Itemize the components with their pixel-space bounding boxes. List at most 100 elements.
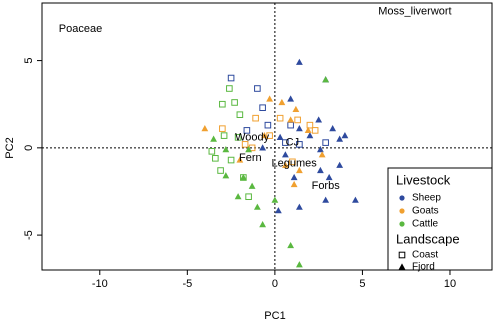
point [266, 132, 273, 139]
point [201, 125, 209, 132]
point [290, 180, 298, 188]
point [231, 99, 238, 106]
point [219, 125, 226, 132]
legend-title: Landscape [396, 231, 460, 246]
point [294, 116, 301, 124]
point [248, 182, 256, 189]
point [212, 155, 219, 162]
point [252, 114, 259, 122]
legend-label: Fjord [412, 262, 435, 273]
legend-marker [399, 208, 405, 214]
legend-title: Livestock [396, 172, 451, 187]
point [239, 173, 247, 181]
annotation: Legumes [272, 157, 318, 169]
annotation: Forbs [312, 180, 341, 192]
point [264, 121, 272, 129]
point [227, 156, 235, 164]
point [259, 144, 267, 151]
legend-marker [398, 251, 406, 259]
annotation: CJ [286, 137, 299, 149]
point [281, 161, 289, 168]
point [329, 125, 337, 132]
point [227, 74, 235, 82]
point [281, 151, 289, 158]
point [311, 127, 319, 134]
y-axis-label: PC2 [4, 137, 16, 158]
point [243, 127, 251, 134]
point [254, 85, 261, 92]
point [276, 133, 284, 140]
point [240, 174, 247, 181]
point [217, 167, 224, 174]
point [296, 141, 303, 148]
legend-label: Goats [412, 206, 439, 217]
y-tick-label: -5 [23, 230, 35, 240]
point [322, 76, 330, 83]
point [208, 148, 216, 155]
x-axis-label: PC1 [264, 310, 285, 322]
point [210, 135, 217, 142]
point [295, 58, 303, 65]
point [352, 196, 359, 203]
y-tick-label: 0 [23, 145, 35, 151]
point [259, 104, 266, 112]
point [236, 111, 244, 118]
point [317, 166, 324, 174]
point [318, 151, 326, 158]
point [336, 161, 344, 168]
point [276, 114, 284, 122]
point [234, 134, 242, 141]
legend-label: Sheep [412, 193, 441, 204]
point [234, 193, 242, 200]
point [222, 145, 230, 153]
x-tick-label: -10 [92, 278, 108, 290]
point [317, 145, 324, 153]
point [219, 100, 226, 108]
point [253, 203, 261, 210]
point [266, 95, 274, 102]
point [292, 105, 300, 113]
point [295, 203, 303, 210]
point [236, 156, 244, 163]
annotation: Moss_liverwort [378, 6, 451, 18]
point [322, 196, 330, 203]
x-tick-label: -5 [182, 278, 192, 290]
point [315, 116, 323, 123]
point [259, 221, 267, 228]
point [278, 98, 286, 106]
point [220, 132, 228, 139]
legend-marker [399, 195, 405, 201]
point [287, 116, 295, 123]
point [341, 132, 349, 139]
point [245, 193, 252, 201]
point [287, 95, 295, 102]
point [274, 207, 282, 214]
point [271, 196, 279, 203]
point [287, 241, 295, 249]
point [245, 145, 253, 153]
annotation: Woody [235, 131, 270, 143]
annotation: Fern [239, 152, 262, 164]
x-tick-label: 0 [272, 278, 278, 290]
point [289, 158, 296, 166]
point [226, 85, 233, 92]
point [306, 121, 314, 129]
point [282, 139, 289, 146]
legend-box [387, 167, 493, 271]
point [306, 132, 314, 139]
point [260, 132, 268, 139]
point [295, 166, 303, 174]
y-tick-label: 5 [23, 58, 35, 64]
x-tick-label: 10 [444, 278, 456, 290]
point [290, 173, 298, 181]
annotation: Poaceae [59, 23, 102, 35]
point [325, 173, 333, 181]
point [241, 141, 249, 148]
legend-label: Cattle [412, 219, 439, 230]
point [322, 139, 329, 146]
plot-frame [41, 2, 493, 271]
legend-marker [399, 221, 405, 227]
legend-label: Coast [412, 250, 438, 261]
x-tick-label: 5 [359, 278, 365, 290]
